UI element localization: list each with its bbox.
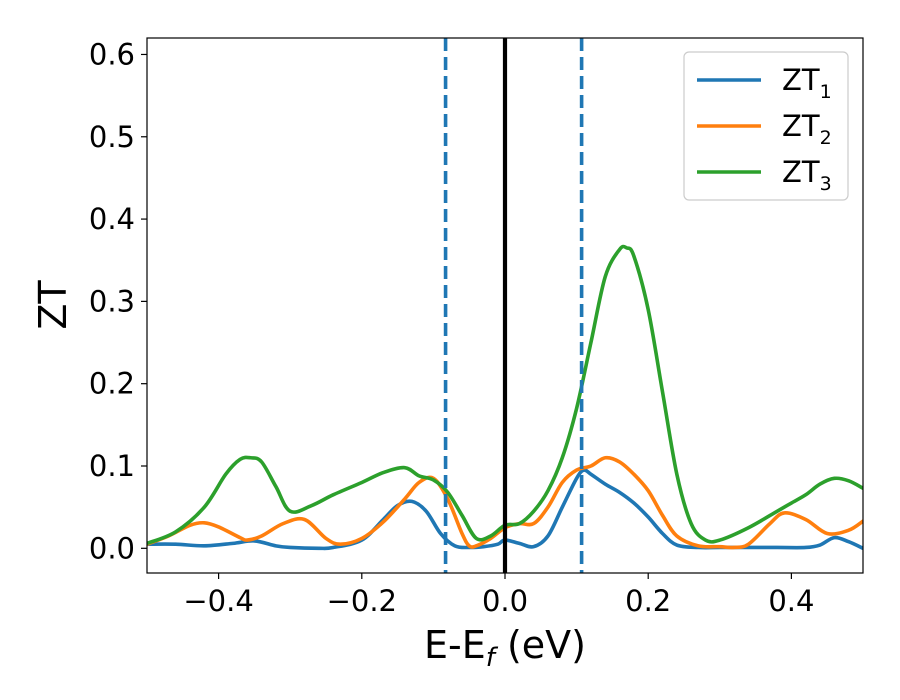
- y-tick-label: 0.0: [89, 531, 135, 565]
- y-tick-label: 0.1: [89, 449, 135, 483]
- x-axis-label: E-Ef (eV): [424, 623, 586, 673]
- legend-label-zt2: ZT2: [782, 109, 832, 149]
- x-axis-label-main: E-E: [424, 623, 486, 667]
- y-tick-label: 0.4: [89, 202, 135, 236]
- legend-label-zt1: ZT1: [782, 63, 832, 103]
- legend-label-zt3: ZT3: [782, 155, 832, 195]
- plot-area: [147, 38, 863, 573]
- series-line-zt3: [147, 244, 863, 546]
- x-tick-label: 0.0: [482, 584, 528, 618]
- y-tick-label: 0.6: [89, 37, 135, 71]
- legend-label-subscript: 1: [820, 81, 832, 103]
- x-tick-label: −0.4: [183, 584, 253, 618]
- legend-box: [683, 51, 849, 201]
- legend-label-main: ZT: [782, 109, 820, 143]
- y-tick-label: 0.2: [89, 367, 135, 401]
- legend-label-main: ZT: [782, 155, 820, 189]
- axis-ticks: −0.4 −0.2 0.0 0.2 0.4 0.0 0.1 0.2 0.3 0.4 0.5 0.6: [89, 37, 815, 618]
- x-tick-label: −0.2: [327, 584, 397, 618]
- y-tick-label: 0.5: [89, 120, 135, 154]
- y-tick-label: 0.3: [89, 284, 135, 318]
- legend-label-main: ZT: [782, 63, 820, 97]
- y-axis-label: ZT: [31, 280, 75, 330]
- legend-label-subscript: 2: [820, 127, 832, 149]
- x-tick-label: 0.4: [768, 584, 814, 618]
- x-tick-label: 0.2: [625, 584, 671, 618]
- legend-label-subscript: 3: [820, 173, 832, 195]
- x-axis-label-suffix: (eV): [495, 623, 586, 667]
